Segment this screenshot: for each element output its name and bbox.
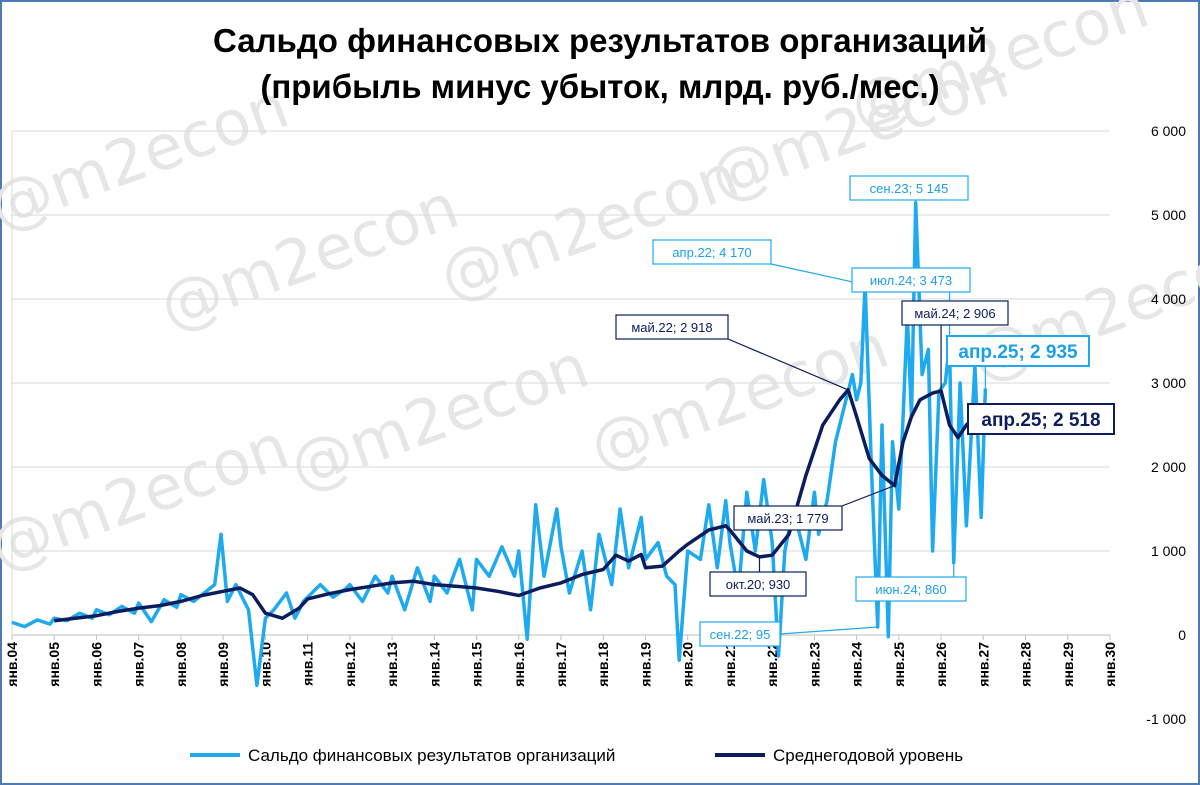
- x-tick-label: янв.12: [342, 642, 358, 687]
- x-tick-label: янв.29: [1060, 642, 1076, 687]
- x-tick-label: янв.21: [722, 642, 738, 687]
- x-tick-label: янв.05: [46, 642, 62, 687]
- y-tick-label: 5 000: [1151, 207, 1186, 223]
- annotation-label: май.22; 2 918: [631, 320, 712, 335]
- x-tick-label: янв.27: [975, 642, 991, 687]
- annotations: сен.23; 5 145 апр.22; 4 170 июл.24; 3 473 м…: [615, 175, 1115, 647]
- watermark-text: @m2econ: [0, 409, 298, 584]
- annotation-label: сен.22; 95: [710, 627, 771, 642]
- annotation-box: [967, 403, 1115, 435]
- x-tick-label: янв.16: [511, 642, 527, 687]
- x-tick-label: янв.09: [215, 642, 231, 687]
- annotation-box: [946, 335, 1090, 367]
- legend-label-average: Среднегодовой уровень: [773, 746, 963, 765]
- x-tick-label: янв.30: [1102, 642, 1118, 687]
- annotation-box: [901, 300, 1009, 326]
- y-tick-label: 1 000: [1151, 543, 1186, 559]
- annotation-label: апр.22; 4 170: [672, 245, 751, 260]
- annotation-box: [849, 175, 969, 201]
- watermark-text: @m2econ: [150, 169, 468, 344]
- annotation-label: май.24; 2 906: [914, 306, 995, 321]
- y-tick-label: 3 000: [1151, 375, 1186, 391]
- annotation-box: [851, 267, 971, 293]
- x-tick-label: янв.22: [764, 642, 780, 687]
- x-tick-label: янв.13: [384, 642, 400, 687]
- annotation-box: [709, 571, 807, 597]
- x-tick-label: янв.25: [891, 642, 907, 687]
- x-tick-label: янв.11: [300, 642, 316, 686]
- x-tick-label: янв.04: [4, 642, 20, 687]
- annotation-box: [855, 576, 967, 602]
- watermark-text: @m2econ: [430, 139, 748, 314]
- x-tick-label: янв.20: [680, 642, 696, 687]
- x-tick-label: янв.08: [173, 642, 189, 687]
- x-axis: янв.04 янв.05 янв.06 янв.07 янв.08 янв.09 янв.…: [4, 635, 1118, 687]
- x-tick-label: янв.06: [88, 642, 104, 687]
- x-tick-label: янв.17: [553, 642, 569, 687]
- y-tick-label: -1 000: [1146, 711, 1186, 727]
- x-tick-label: янв.23: [806, 642, 822, 687]
- annotation-label: апр.25; 2 935: [958, 342, 1078, 363]
- y-tick-label: 6 000: [1151, 123, 1186, 139]
- x-tick-label: янв.18: [595, 642, 611, 687]
- y-tick-label: 4 000: [1151, 291, 1186, 307]
- chart-title-line1: Сальдо финансовых результатов организаци…: [213, 22, 987, 59]
- watermark-text: @m2econ: [0, 69, 298, 244]
- x-tick-label: янв.15: [469, 642, 485, 687]
- annotation-label: июн.24; 860: [875, 582, 946, 597]
- annotation-leader: [727, 338, 849, 391]
- annotation-leader: [779, 626, 878, 635]
- annotation-label: окт.20; 930: [726, 577, 791, 592]
- x-tick-label: янв.19: [637, 642, 653, 687]
- chart-title-line2: (прибыль минус убыток, млрд. руб./мес.): [260, 68, 939, 105]
- annotation-box: [615, 314, 729, 340]
- legend: Сальдо финансовых результатов организаци…: [190, 746, 963, 765]
- annotation-box: [699, 621, 781, 647]
- annotation-label: апр.25; 2 518: [981, 410, 1100, 431]
- x-tick-label: янв.24: [849, 642, 865, 687]
- y-axis: 6 000 5 000 4 000 3 000 2 000 1 000 0 -1 000: [1146, 123, 1186, 727]
- annotation-leader: [770, 263, 866, 286]
- series-monthly-line: [11, 201, 988, 688]
- legend-label-monthly: Сальдо финансовых результатов организаци…: [248, 746, 615, 765]
- annotation-label: май.23; 1 779: [747, 511, 828, 526]
- x-tick-label: янв.07: [131, 642, 147, 687]
- annotation-box: [652, 239, 772, 265]
- annotation-label: сен.23; 5 145: [870, 181, 949, 196]
- annotation-box: [733, 505, 843, 531]
- annotation-label: июл.24; 3 473: [870, 273, 952, 288]
- x-tick-label: янв.14: [426, 642, 442, 687]
- y-tick-label: 0: [1178, 627, 1186, 643]
- x-tick-label: янв.28: [1018, 642, 1034, 687]
- y-tick-label: 2 000: [1151, 459, 1186, 475]
- x-tick-label: янв.26: [933, 642, 949, 687]
- annotation-leader: [841, 485, 895, 507]
- watermark-text: @m2econ: [280, 329, 598, 504]
